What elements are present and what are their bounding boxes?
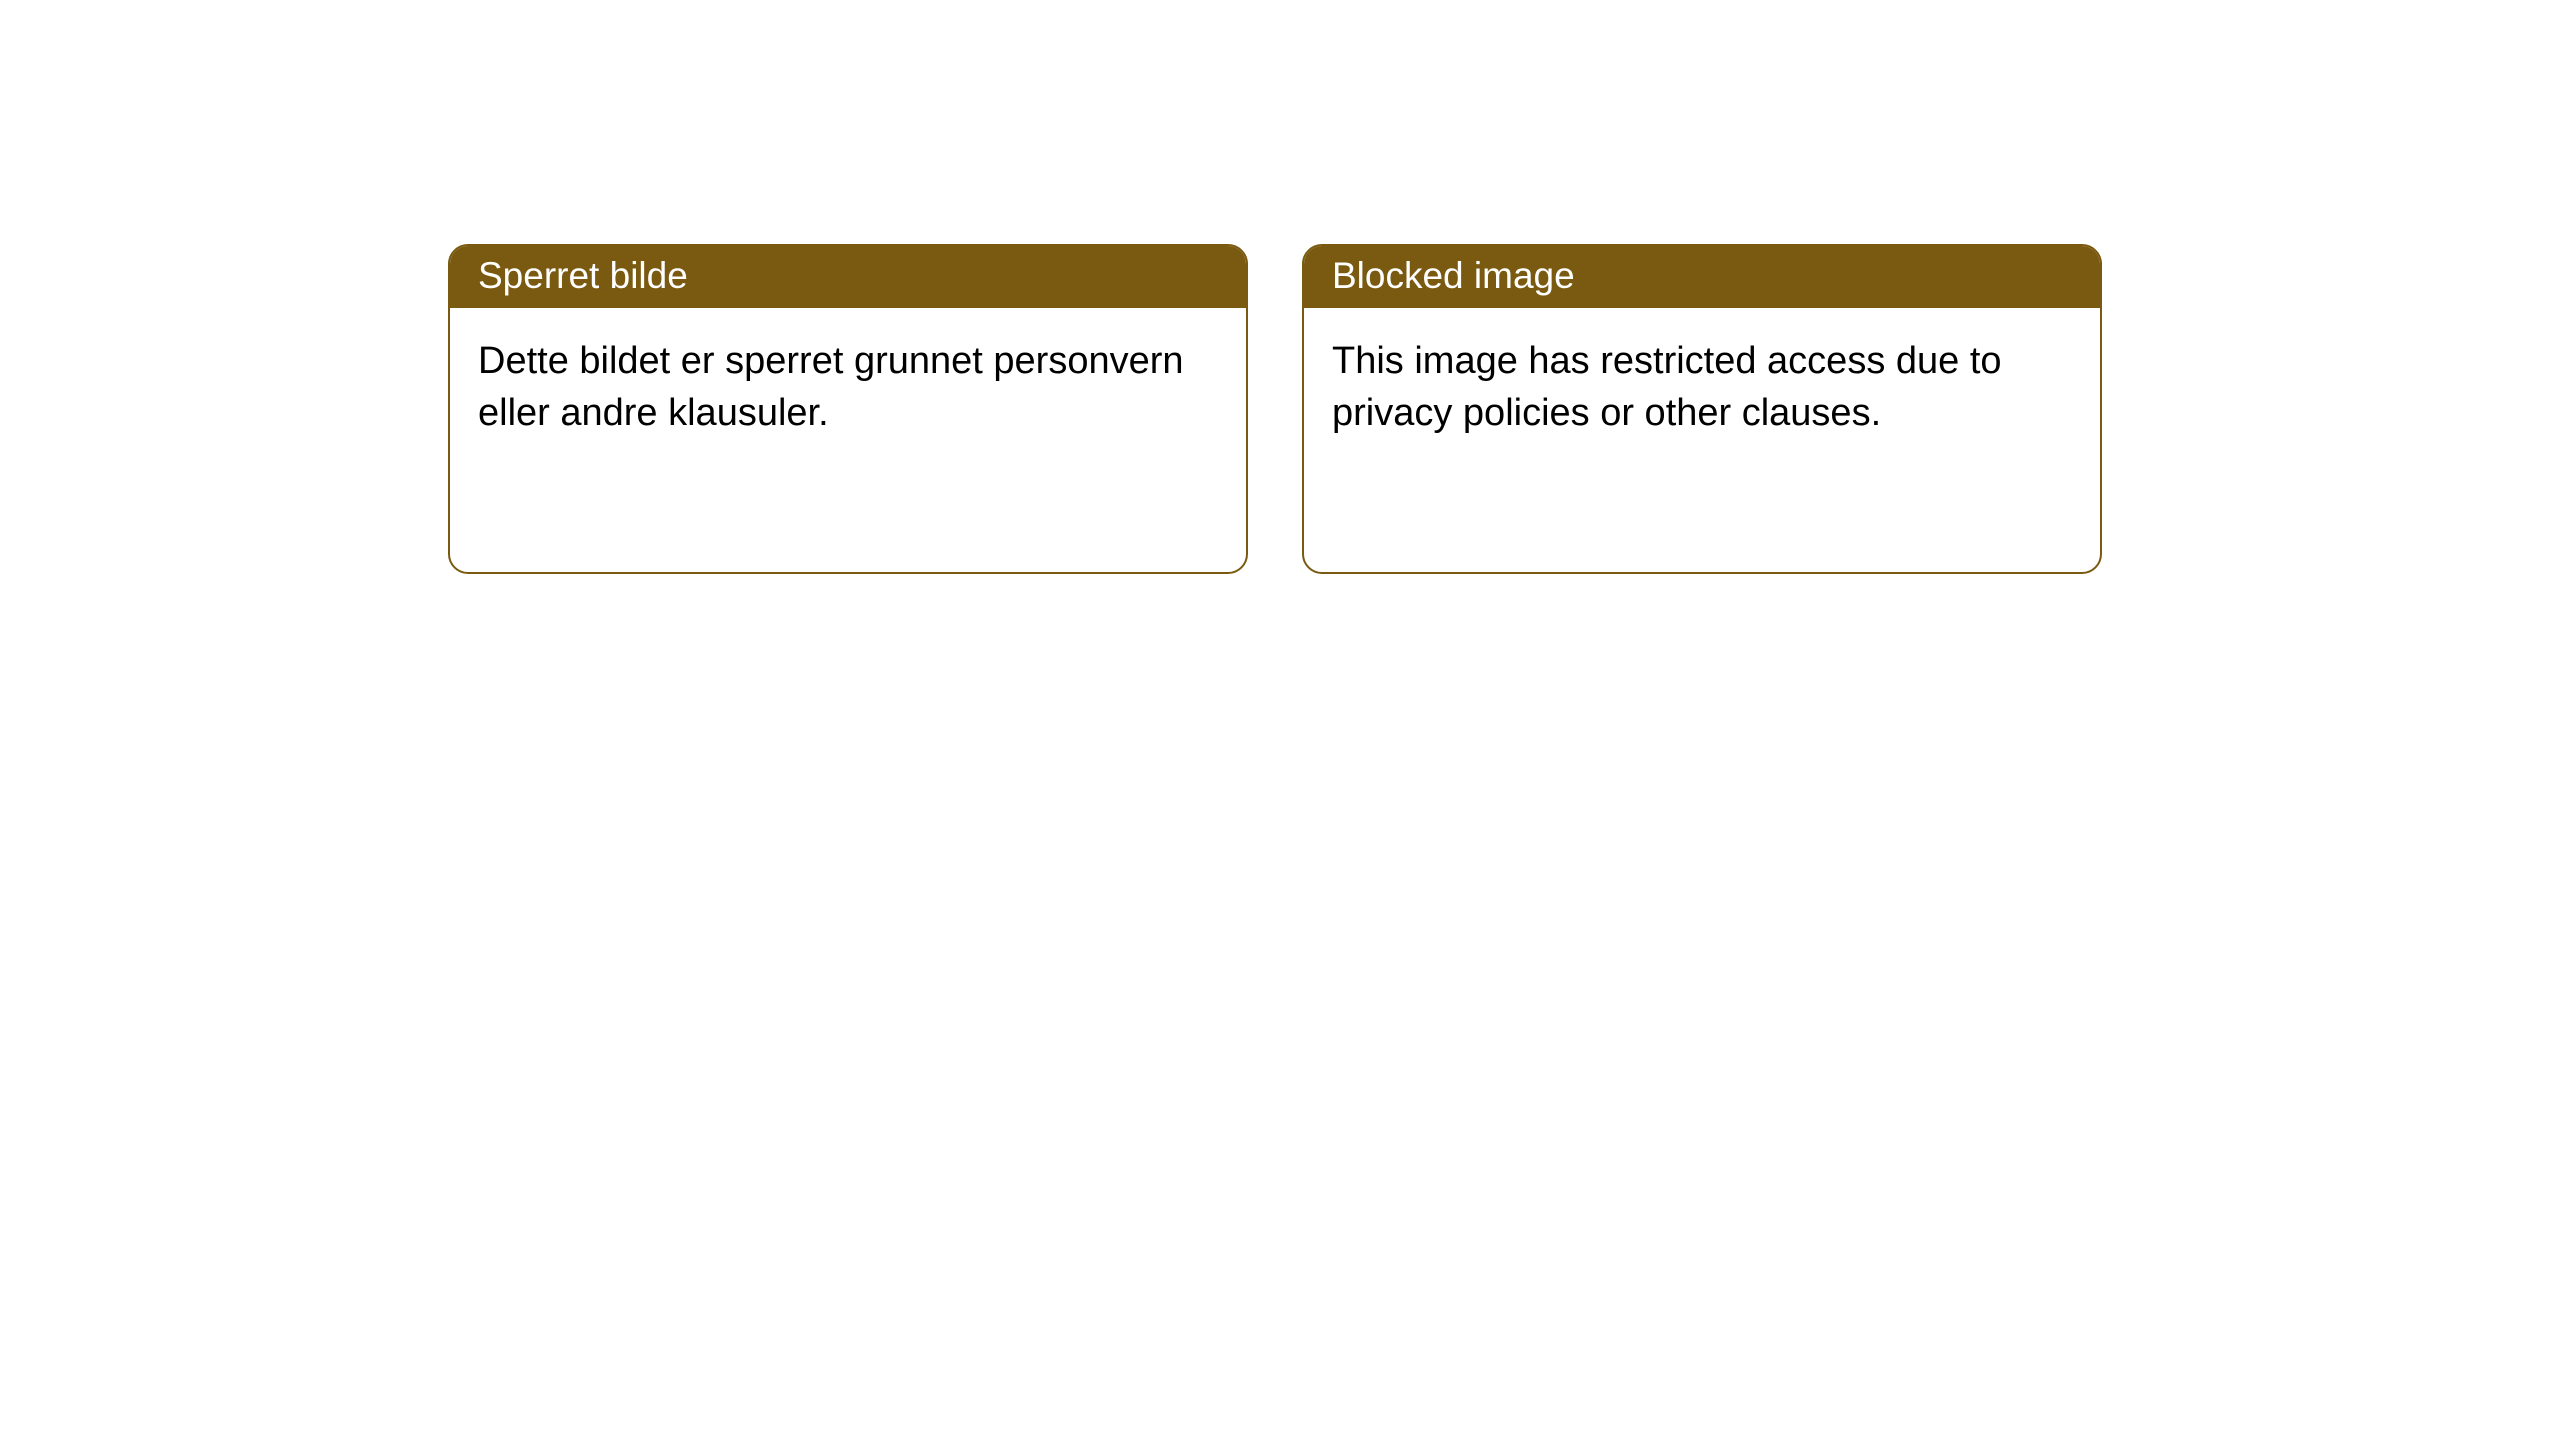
notice-message: This image has restricted access due to … — [1304, 308, 2100, 572]
notice-title: Blocked image — [1304, 246, 2100, 308]
notice-container: Sperret bilde Dette bildet er sperret gr… — [0, 0, 2560, 574]
notice-title: Sperret bilde — [450, 246, 1246, 308]
notice-message: Dette bildet er sperret grunnet personve… — [450, 308, 1246, 572]
notice-card-norwegian: Sperret bilde Dette bildet er sperret gr… — [448, 244, 1248, 574]
notice-card-english: Blocked image This image has restricted … — [1302, 244, 2102, 574]
